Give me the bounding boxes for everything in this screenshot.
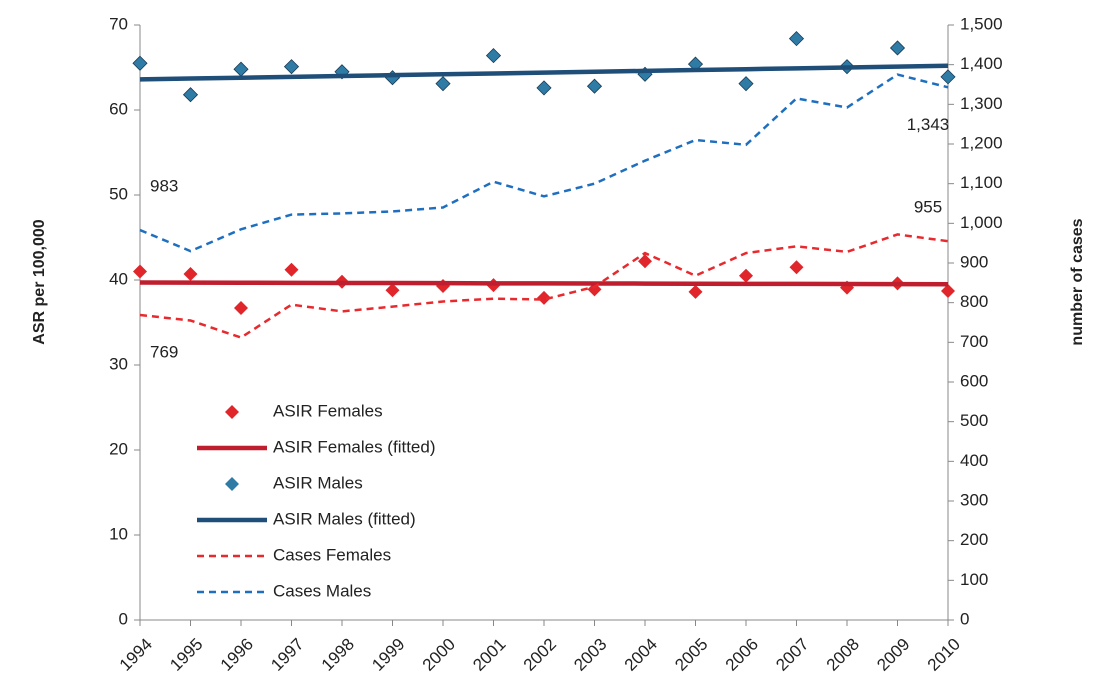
- y-tick-label: 40: [109, 269, 128, 288]
- y2-tick-label: 700: [960, 332, 988, 351]
- marker: [485, 48, 502, 64]
- x-tick-label: 2004: [621, 635, 661, 675]
- marker: [788, 31, 805, 47]
- value-label: 955: [914, 198, 942, 217]
- y2-tick-label: 400: [960, 451, 988, 470]
- x-tick-label: 2002: [520, 635, 560, 675]
- marker: [940, 69, 956, 85]
- x-tick-label: 1999: [368, 635, 408, 675]
- y2-tick-label: 1,100: [960, 173, 1003, 192]
- x-tick-label: 2008: [823, 635, 863, 675]
- x-tick-label: 2009: [873, 635, 913, 675]
- y-tick-label: 60: [109, 99, 128, 118]
- y2-tick-label: 1,200: [960, 133, 1003, 152]
- y2-tick-label: 100: [960, 570, 988, 589]
- marker: [739, 268, 753, 283]
- marker: [537, 290, 551, 305]
- legend-label: ASIR Females: [273, 401, 383, 420]
- y2-tick-label: 1,400: [960, 54, 1003, 73]
- value-label: 769: [150, 342, 178, 361]
- x-tick-label: 2005: [671, 635, 711, 675]
- marker: [132, 55, 148, 71]
- y2-tick-label: 1,300: [960, 94, 1003, 113]
- marker: [738, 76, 754, 92]
- dashed-line: [139, 73, 949, 253]
- y2-tick-label: 500: [960, 411, 988, 430]
- legend-label: Cases Females: [273, 545, 391, 564]
- x-tick-label: 2000: [419, 635, 459, 675]
- y2-tick-label: 800: [960, 292, 988, 311]
- marker: [234, 301, 248, 316]
- y-tick-label: 50: [109, 184, 128, 203]
- legend-label: ASIR Females (fitted): [273, 437, 436, 456]
- marker: [233, 61, 249, 77]
- y2-tick-label: 300: [960, 490, 988, 509]
- marker: [183, 267, 198, 282]
- marker: [133, 264, 147, 279]
- x-tick-label: 2010: [924, 635, 964, 675]
- legend-label: ASIR Males: [273, 473, 363, 492]
- legend-marker: [225, 477, 239, 491]
- marker: [789, 260, 804, 275]
- legend-label: Cases Males: [273, 581, 371, 600]
- y-tick-label: 30: [109, 354, 128, 373]
- fitted-line: [139, 280, 949, 287]
- marker: [384, 70, 401, 86]
- x-tick-label: 1994: [116, 635, 156, 675]
- dashed-line: [139, 233, 949, 339]
- x-tick-label: 1996: [217, 635, 257, 675]
- marker: [284, 262, 299, 277]
- legend-marker: [225, 405, 239, 419]
- y-tick-label: 10: [109, 524, 128, 543]
- marker: [889, 40, 906, 56]
- marker: [688, 284, 703, 299]
- x-tick-label: 2001: [469, 635, 509, 675]
- y-tick-label: 20: [109, 439, 128, 458]
- legend-label: ASIR Males (fitted): [273, 509, 416, 528]
- y-axis-title: ASR per 100,000: [31, 219, 48, 345]
- value-label: 1,343: [907, 115, 950, 134]
- y-tick-label: 0: [119, 609, 128, 628]
- y2-tick-label: 600: [960, 371, 988, 390]
- y2-tick-label: 0: [960, 609, 969, 628]
- marker: [283, 59, 300, 75]
- y2-tick-label: 900: [960, 252, 988, 271]
- marker: [385, 283, 400, 298]
- value-label: 983: [150, 177, 178, 196]
- y2-axis-title: number of cases: [1069, 218, 1086, 345]
- marker: [435, 76, 451, 92]
- marker: [182, 87, 199, 103]
- x-tick-label: 2007: [772, 635, 812, 675]
- x-tick-label: 1995: [166, 635, 206, 675]
- y-tick-label: 70: [109, 14, 128, 33]
- fitted-line: [139, 63, 949, 82]
- x-tick-label: 1997: [267, 635, 307, 675]
- y2-tick-label: 200: [960, 530, 988, 549]
- x-tick-label: 2003: [570, 635, 610, 675]
- x-tick-label: 2006: [722, 635, 762, 675]
- y2-tick-label: 1,500: [960, 14, 1003, 33]
- marker: [586, 78, 603, 94]
- marker: [536, 80, 552, 96]
- marker: [941, 284, 955, 299]
- x-tick-label: 1998: [318, 635, 358, 675]
- marker: [638, 254, 652, 269]
- y2-tick-label: 1,000: [960, 213, 1003, 232]
